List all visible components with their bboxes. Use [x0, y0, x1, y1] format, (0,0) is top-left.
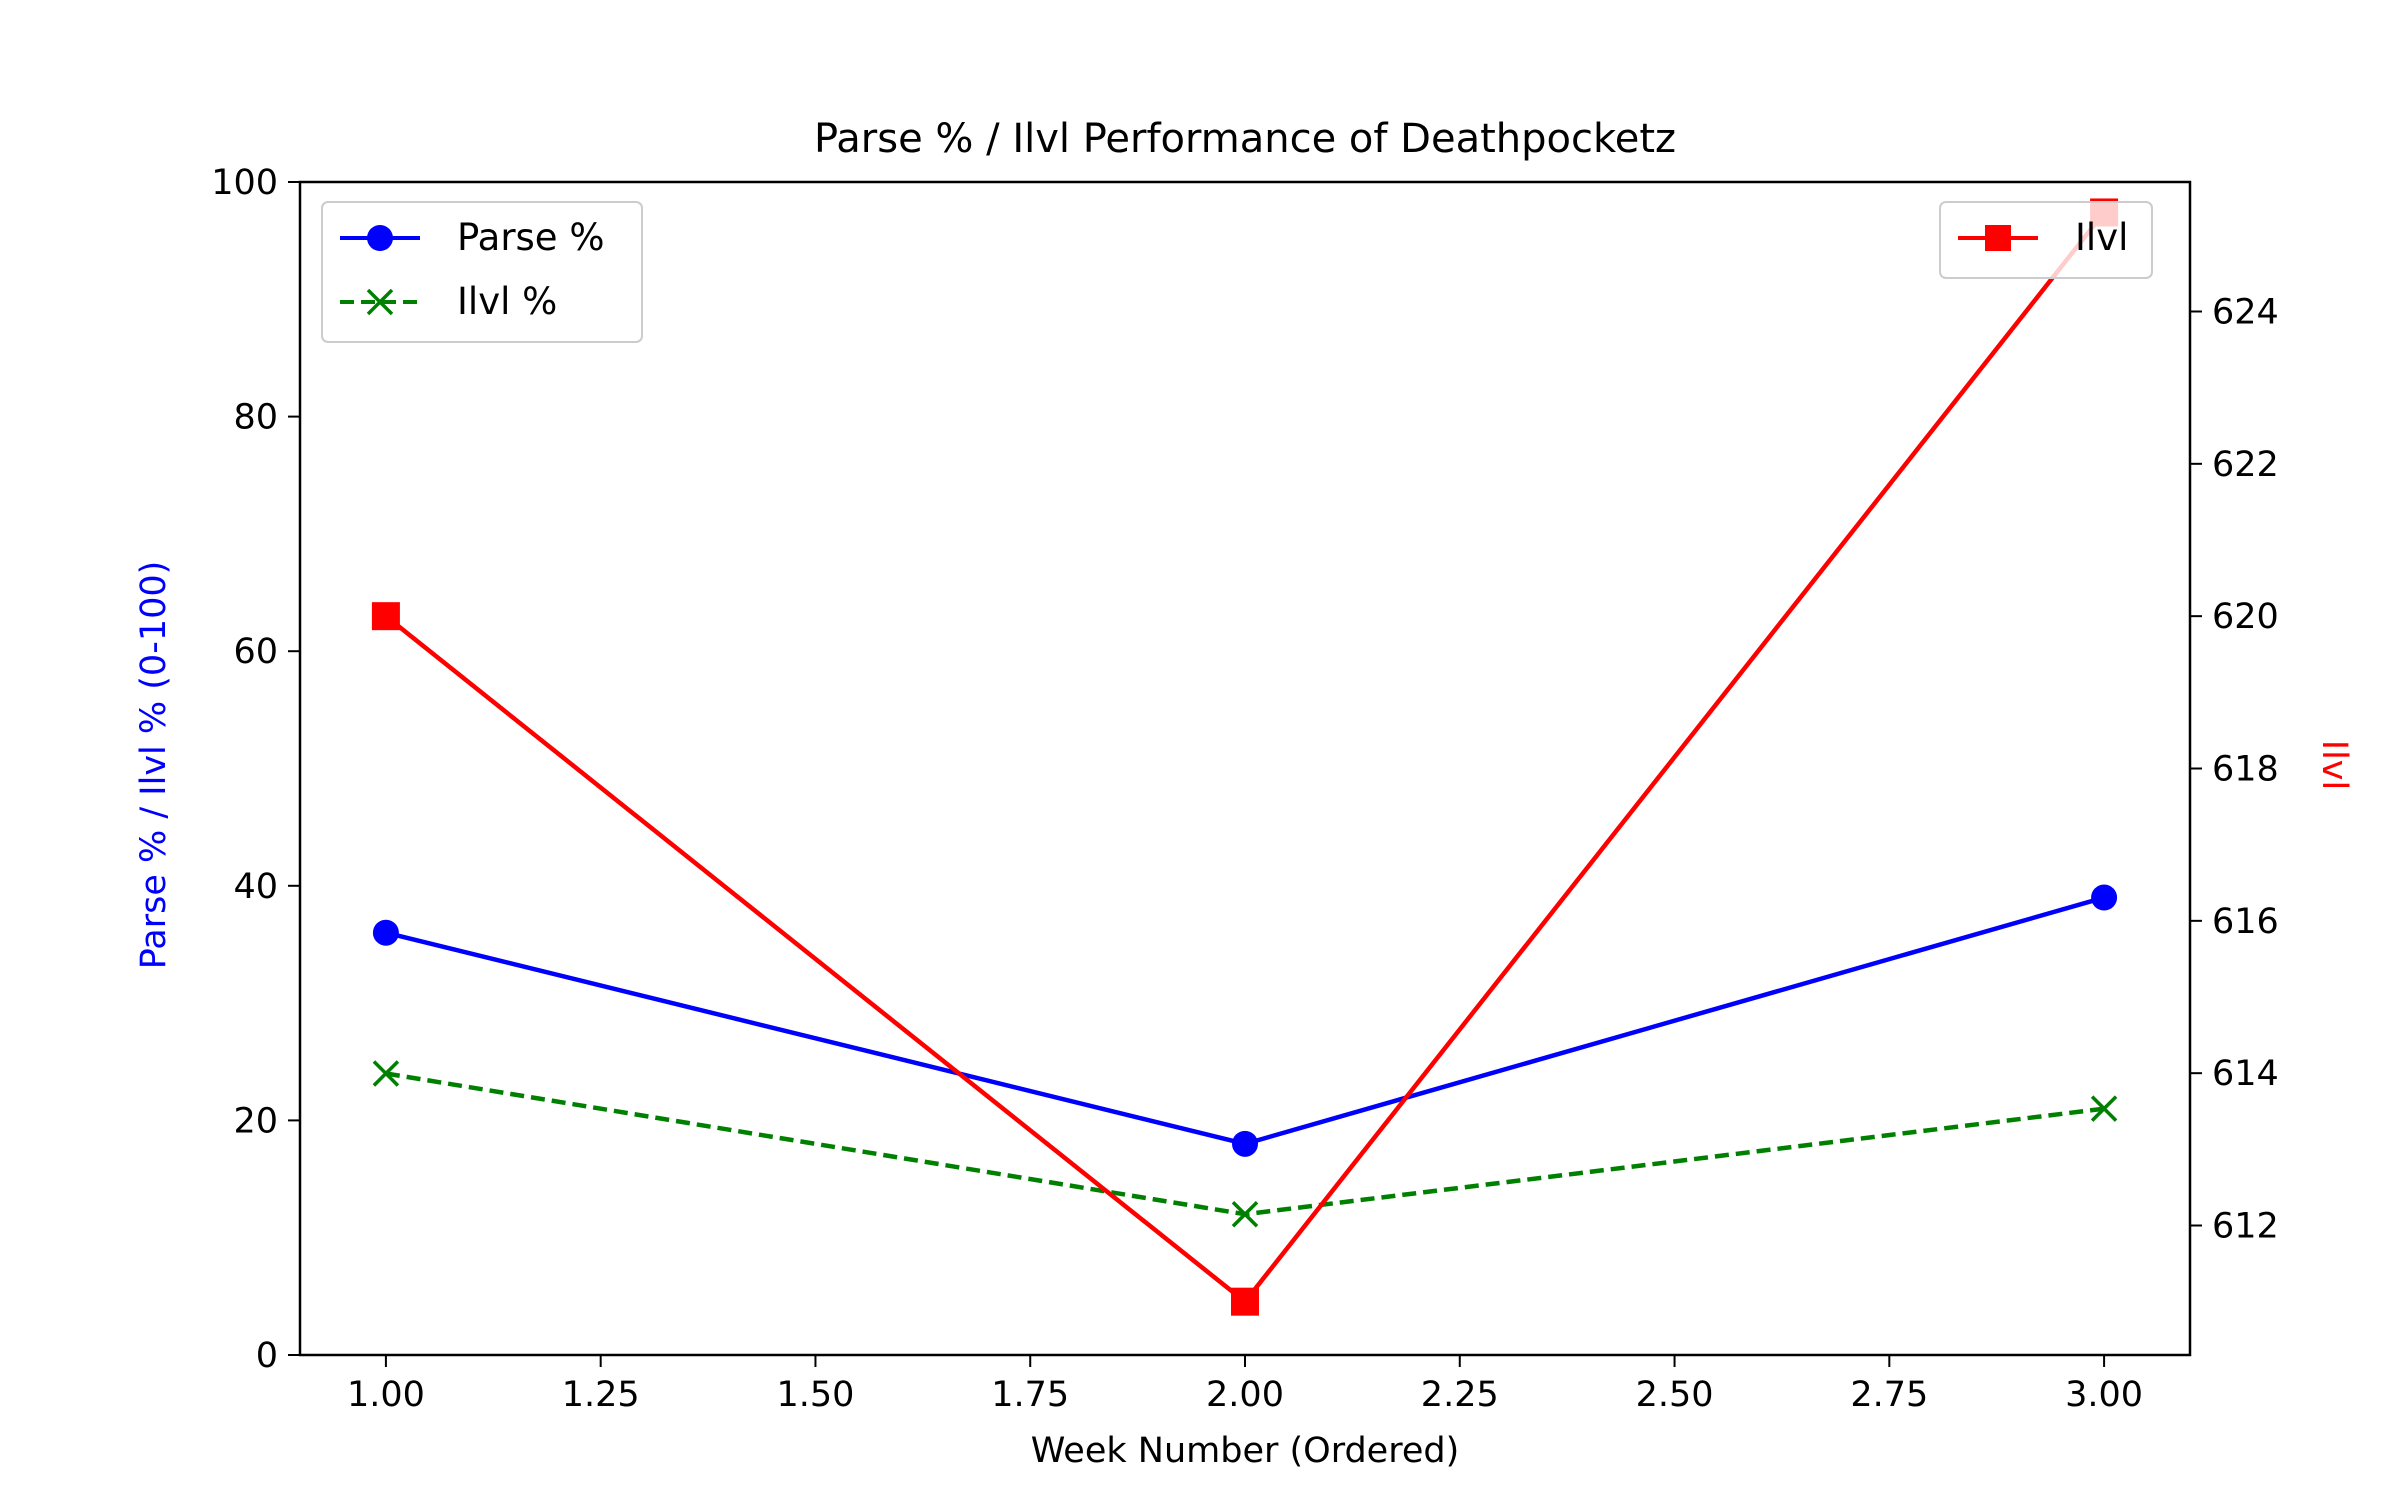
right-y-tick-label: 622 — [2212, 445, 2279, 485]
left-y-tick-label: 20 — [233, 1101, 278, 1141]
left-y-axis-label: Parse % / Ilvl % (0-100) — [134, 561, 174, 970]
legend-ilvl-label: Ilvl — [2075, 216, 2128, 259]
data-point — [2091, 884, 2118, 911]
right-y-tick-label: 624 — [2212, 292, 2279, 332]
data-point — [372, 919, 399, 946]
series-ilvl — [372, 1060, 2118, 1228]
legend-parse-label: Parse % — [457, 216, 605, 259]
legend-right-frame — [1939, 201, 2153, 279]
chart-title: Parse % / Ilvl Performance of Deathpocke… — [814, 116, 1676, 162]
data-point — [371, 602, 400, 631]
series-parse — [372, 884, 2118, 1157]
right-y-tick-label: 618 — [2212, 750, 2279, 790]
x-axis-label: Week Number (Ordered) — [1031, 1431, 1460, 1471]
x-axis-ticks: 1.00 1.25 1.50 1.75 2.00 2.25 2.50 2.75 3.00 — [347, 1355, 2143, 1415]
x-tick-label: 3.00 — [2065, 1375, 2143, 1415]
legend-entry-ilvl-pct: Ilvl % — [340, 280, 557, 323]
legend-left: Parse % Ilvl % — [321, 201, 643, 343]
legend-entry-parse: Parse % — [340, 216, 605, 259]
left-y-tick-label: 80 — [233, 398, 278, 438]
series-layer — [371, 198, 2119, 1316]
legend-ilvl-pct-marker — [366, 288, 394, 316]
x-tick-label: 1.25 — [562, 1375, 640, 1415]
x-tick-label: 2.75 — [1850, 1375, 1928, 1415]
x-tick-label: 1.50 — [776, 1375, 854, 1415]
x-tick-label: 2.50 — [1636, 1375, 1714, 1415]
axes-frame — [298, 180, 2192, 1357]
legend-parse-marker — [367, 225, 393, 251]
left-y-tick-label: 0 — [256, 1336, 278, 1376]
data-point — [1231, 1201, 1259, 1228]
left-y-tick-label: 40 — [233, 867, 278, 907]
x-tick-label: 2.25 — [1421, 1375, 1499, 1415]
left-y-tick-label: 100 — [211, 163, 278, 203]
right-y-tick-label: 620 — [2212, 597, 2279, 637]
x-tick-label: 1.00 — [347, 1375, 425, 1415]
right-y-tick-label: 612 — [2212, 1207, 2279, 1247]
legend-ilvl-marker — [1985, 225, 2011, 251]
data-point — [372, 1060, 400, 1087]
right-y-tick-label: 616 — [2212, 902, 2279, 942]
data-point — [2090, 1095, 2118, 1122]
data-point — [1231, 1287, 1259, 1316]
left-y-tick-label: 60 — [233, 632, 278, 672]
right-y-axis-ticks: 612 614 616 618 620 622 624 — [2190, 292, 2279, 1247]
right-y-tick-label: 614 — [2212, 1054, 2279, 1094]
left-y-axis-ticks: 0 20 40 60 80 100 — [211, 163, 300, 1376]
x-tick-label: 2.00 — [1206, 1375, 1284, 1415]
x-tick-label: 1.75 — [991, 1375, 1069, 1415]
legend-ilvl-pct-label: Ilvl % — [457, 280, 557, 323]
data-point — [1232, 1130, 1258, 1157]
legend-entry-ilvl: Ilvl — [1958, 216, 2128, 259]
right-y-axis-label: Ilvl — [2314, 740, 2354, 790]
legend-right: Ilvl — [1939, 201, 2153, 279]
